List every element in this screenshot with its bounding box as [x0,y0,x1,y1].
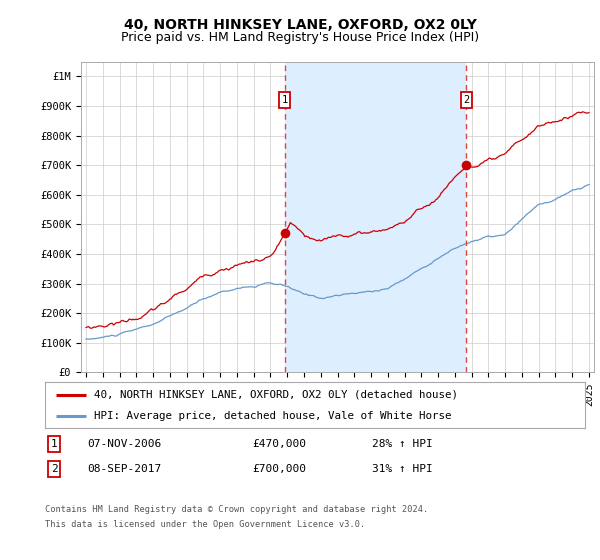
Text: £470,000: £470,000 [252,439,306,449]
Text: 2: 2 [463,95,470,105]
Text: 1: 1 [281,95,288,105]
Text: £700,000: £700,000 [252,464,306,474]
Text: This data is licensed under the Open Government Licence v3.0.: This data is licensed under the Open Gov… [45,520,365,529]
Text: 2: 2 [50,464,58,474]
Text: Price paid vs. HM Land Registry's House Price Index (HPI): Price paid vs. HM Land Registry's House … [121,31,479,44]
Bar [284,62,466,372]
Text: 31% ↑ HPI: 31% ↑ HPI [372,464,433,474]
Text: 40, NORTH HINKSEY LANE, OXFORD, OX2 0LY: 40, NORTH HINKSEY LANE, OXFORD, OX2 0LY [124,18,476,32]
Text: 28% ↑ HPI: 28% ↑ HPI [372,439,433,449]
Text: 1: 1 [50,439,58,449]
Text: HPI: Average price, detached house, Vale of White Horse: HPI: Average price, detached house, Vale… [94,411,451,421]
Text: Contains HM Land Registry data © Crown copyright and database right 2024.: Contains HM Land Registry data © Crown c… [45,505,428,514]
Text: 40, NORTH HINKSEY LANE, OXFORD, OX2 0LY (detached house): 40, NORTH HINKSEY LANE, OXFORD, OX2 0LY … [94,390,458,400]
Text: 08-SEP-2017: 08-SEP-2017 [87,464,161,474]
Text: 07-NOV-2006: 07-NOV-2006 [87,439,161,449]
